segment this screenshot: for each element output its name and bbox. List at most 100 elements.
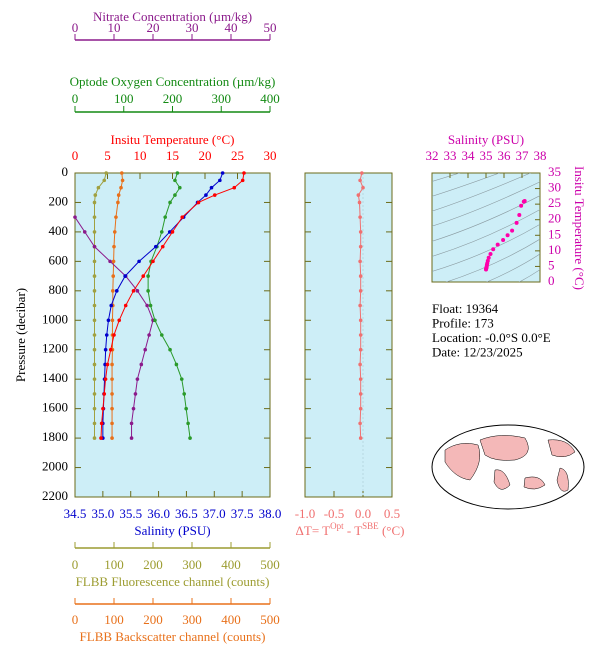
profile-point	[358, 259, 362, 264]
info-line: Float: 19364	[432, 301, 499, 316]
ts-x-title: Salinity (PSU)	[448, 132, 524, 147]
tick-label: 0	[72, 557, 79, 572]
tick-label: 15	[166, 148, 179, 163]
profile-point	[167, 230, 172, 234]
tick-label: 300	[212, 91, 232, 106]
profile-point	[92, 230, 97, 234]
axis-title: Optode Oxygen Concentration (µm/kg)	[70, 74, 276, 89]
profile-point	[232, 185, 237, 190]
profile-point	[92, 436, 97, 440]
tick-label: 35.0	[91, 506, 114, 521]
tick-label: 38.0	[259, 506, 282, 521]
profile-point	[116, 193, 121, 197]
axis-title: Nitrate Concentration (µm/kg)	[93, 9, 252, 24]
tick-label: 34.5	[64, 506, 87, 521]
profile-point	[110, 318, 115, 323]
y-tick-label: 1200	[42, 341, 68, 356]
tick-label: 30	[548, 180, 561, 195]
profile-point	[120, 171, 124, 175]
title-part: - T	[344, 523, 363, 538]
profile-point	[104, 171, 108, 175]
profile-point	[358, 377, 363, 381]
profile-point	[146, 274, 150, 278]
tick-label: 30	[264, 148, 277, 163]
profile-point	[178, 185, 182, 190]
tick-label: 200	[143, 557, 163, 572]
profile-point	[358, 303, 362, 308]
ts-point	[495, 242, 500, 247]
delta-title: ΔT= TOpt - TSBE (°C)	[296, 521, 405, 538]
profile-point	[96, 185, 101, 190]
profile-point	[204, 193, 208, 197]
profile-point	[131, 406, 136, 411]
title-part: Opt	[330, 521, 344, 531]
profile-point	[139, 362, 144, 367]
profile-point	[358, 362, 362, 367]
tick-label: -1.0	[295, 506, 316, 521]
profile-point	[357, 200, 362, 205]
tick-label: 35	[548, 164, 561, 179]
y-tick-label: 1800	[42, 429, 68, 444]
profile-point	[110, 362, 114, 367]
y-tick-label: 800	[49, 282, 69, 297]
profile-point	[92, 303, 97, 308]
profile-point	[137, 259, 141, 264]
tick-label: 30	[186, 20, 199, 35]
tick-label: 300	[182, 612, 202, 627]
profile-point	[186, 421, 190, 426]
ts-point	[517, 213, 522, 218]
axis-title: Insitu Temperature (°C)	[111, 132, 235, 147]
tick-label: 10	[108, 20, 121, 35]
y-tick-label: 1000	[42, 311, 68, 326]
profile-point	[212, 193, 217, 197]
profile-point	[358, 274, 363, 278]
profile-point	[151, 259, 155, 264]
profile-point	[358, 347, 363, 352]
ts-point	[486, 255, 491, 260]
profile-point	[220, 171, 225, 175]
info-line: Date: 12/23/2025	[432, 344, 523, 359]
ts-point	[491, 247, 496, 252]
profile-point	[175, 171, 180, 175]
profile-point	[358, 318, 363, 323]
profile-point	[114, 215, 118, 219]
tick-label: 36.0	[147, 506, 170, 521]
tick-label: 0.0	[355, 506, 371, 521]
tick-label: 40	[225, 20, 238, 35]
profile-point	[358, 289, 363, 293]
tick-label: 37	[516, 148, 530, 163]
tick-label: 0.5	[384, 506, 400, 521]
profile-point	[112, 230, 117, 234]
profile-point	[106, 318, 111, 323]
tick-label: 15	[548, 226, 561, 241]
profile-point	[360, 171, 364, 175]
tick-label: 100	[104, 612, 124, 627]
profile-point	[358, 230, 363, 234]
profile-point	[92, 347, 97, 352]
profile-point	[180, 215, 185, 219]
tick-label: 37.0	[203, 506, 226, 521]
profile-point	[123, 303, 128, 308]
profile-point	[111, 259, 116, 264]
profile-point	[358, 333, 363, 337]
tick-label: 0	[72, 148, 79, 163]
y-tick-label: 400	[49, 223, 69, 238]
profile-point	[168, 200, 172, 205]
tick-label: 25	[548, 195, 561, 210]
title-part: ΔT= T	[296, 523, 331, 538]
y-tick-label: 200	[49, 193, 69, 208]
profile-point	[358, 178, 362, 183]
profile-point	[103, 377, 108, 381]
info-line: Location: -0.0°S 0.0°E	[432, 330, 551, 345]
profile-point	[129, 421, 134, 426]
profile-point	[92, 244, 97, 249]
tick-label: 35	[480, 148, 493, 163]
title-part: SBE	[362, 521, 379, 531]
profile-point	[146, 289, 150, 293]
tick-label: 200	[163, 91, 183, 106]
axis-title: FLBB Fluorescence channel (counts)	[76, 574, 270, 589]
profile-point	[159, 230, 164, 234]
profile-point	[358, 421, 362, 426]
profile-point	[184, 406, 188, 411]
